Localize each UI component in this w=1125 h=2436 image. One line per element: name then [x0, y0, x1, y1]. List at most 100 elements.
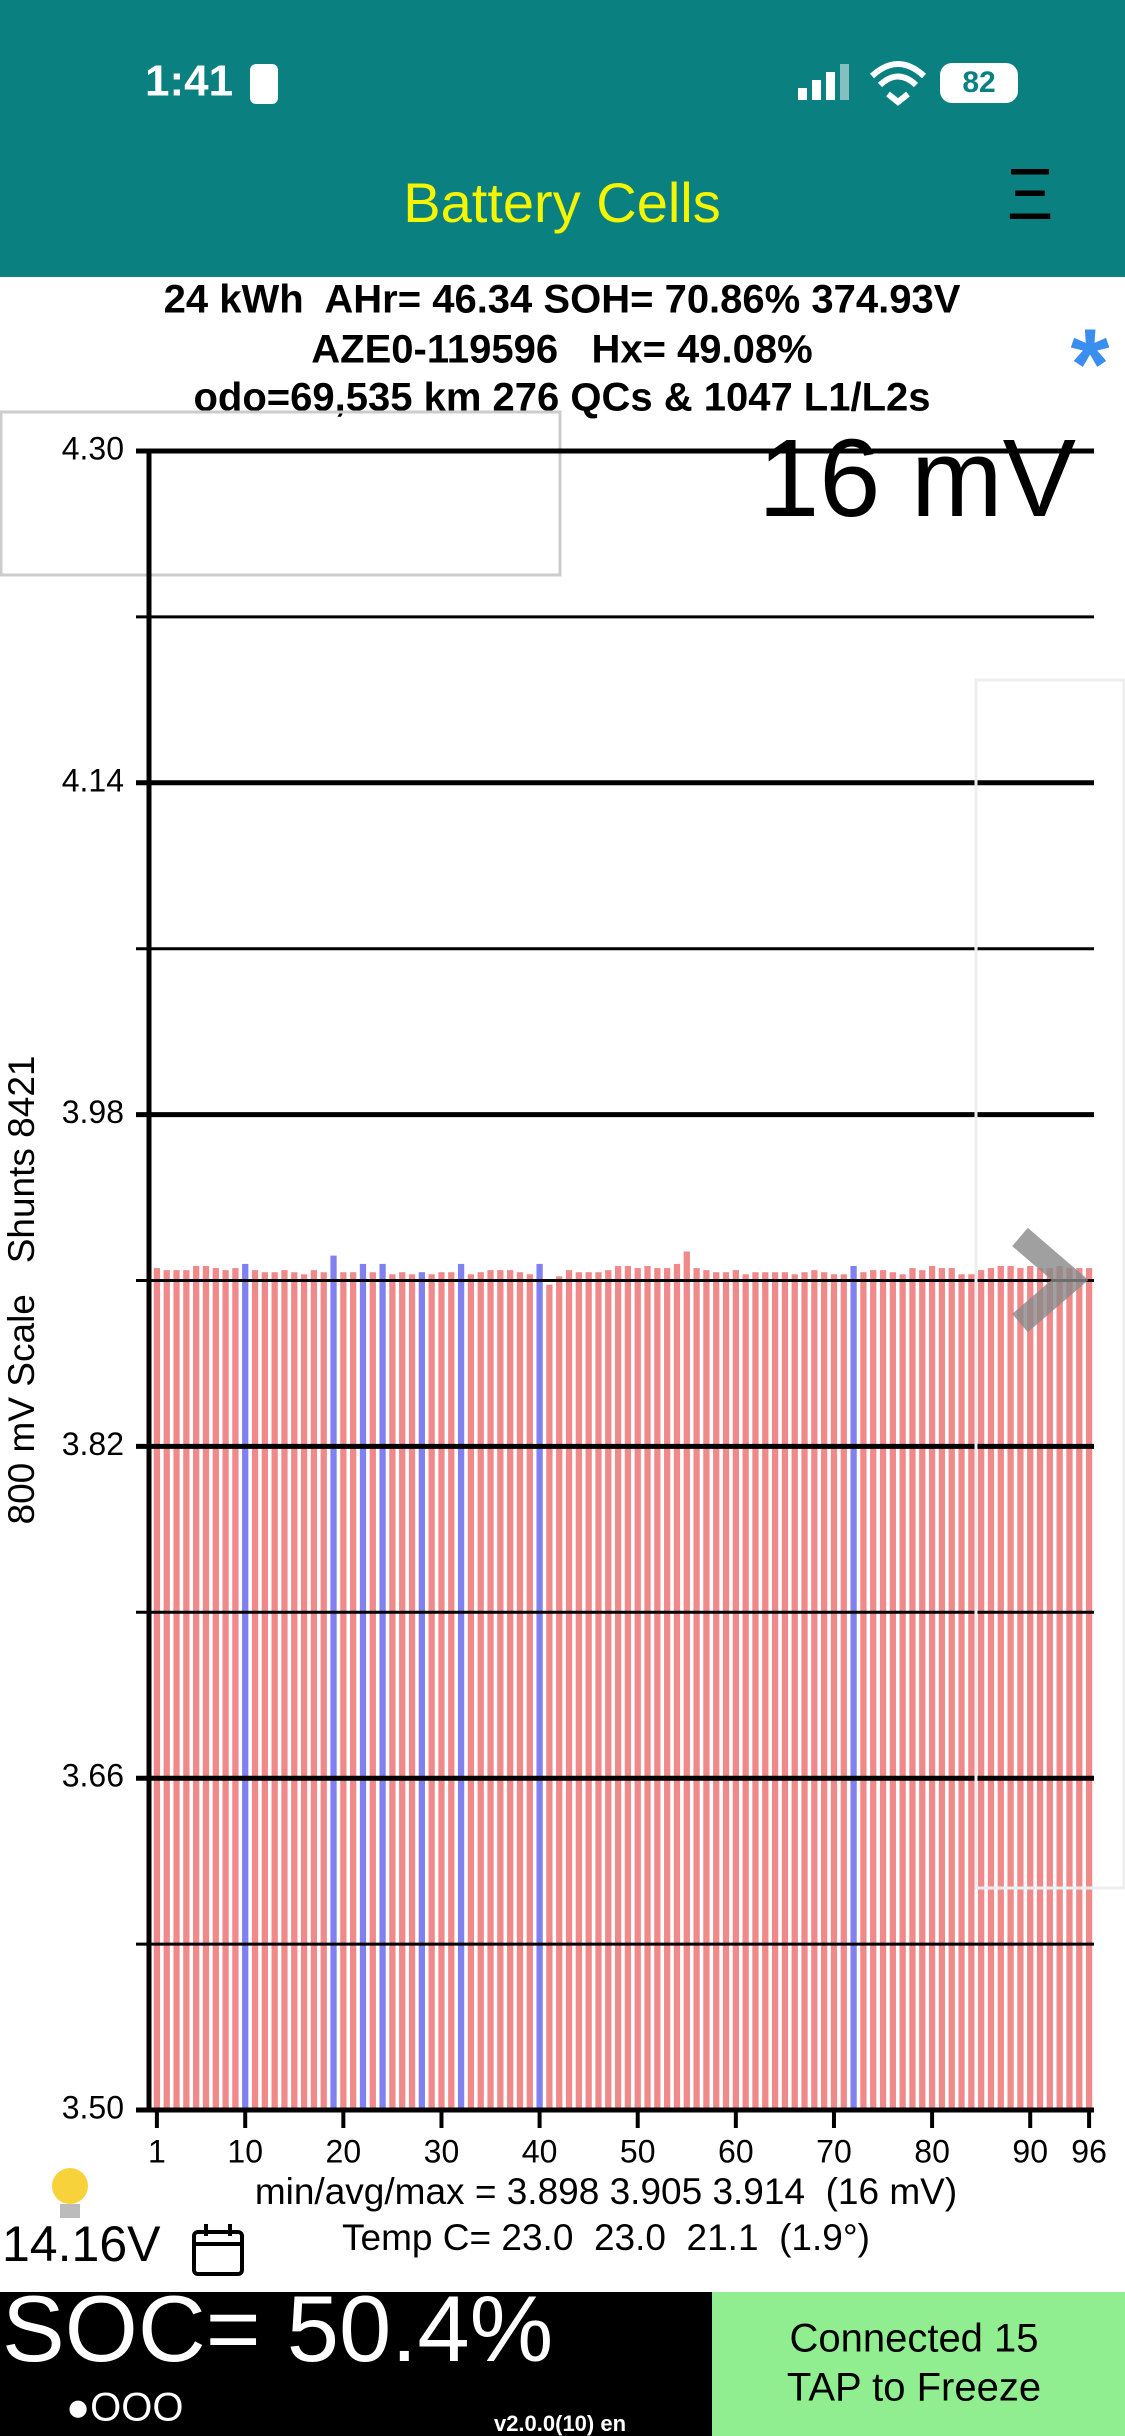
bulb-icon[interactable]	[52, 2168, 88, 2218]
y-axis-label: 800 mV Scale Shunts 8421	[1, 1056, 42, 1525]
bar	[703, 1270, 710, 2110]
side-panel	[974, 678, 1125, 1890]
app-header-bg	[0, 0, 1125, 277]
aux-voltage: 14.16V	[2, 2216, 161, 2272]
bar	[605, 1270, 612, 2110]
bar	[614, 1265, 622, 2110]
bar	[879, 1270, 887, 2110]
bar	[379, 1263, 386, 2110]
next-chevron[interactable]	[1012, 1227, 1089, 1333]
bar	[477, 1272, 484, 2110]
status-icon	[250, 64, 278, 104]
footer-bg	[0, 2292, 712, 2436]
bar	[261, 1272, 268, 2110]
bar	[193, 1265, 200, 2110]
calendar-icon[interactable]	[192, 2224, 244, 2276]
freeze-hint[interactable]: TAP to Freeze	[787, 2366, 1041, 2410]
bar	[870, 1270, 877, 2110]
menu-button[interactable]: Ξ	[1007, 155, 1054, 235]
x-tick-label: 60	[718, 2133, 754, 2169]
bar	[300, 1274, 308, 2110]
bar	[173, 1270, 180, 2110]
bar	[1085, 1268, 1093, 2110]
bar	[987, 1268, 995, 2110]
bar	[948, 1268, 955, 2110]
x-tick-label: 20	[326, 2133, 362, 2169]
bar	[526, 1274, 533, 2110]
bar	[507, 1270, 514, 2110]
version-label: v2.0.0(10) en	[494, 2411, 626, 2436]
bar	[251, 1270, 259, 2110]
bar	[919, 1270, 926, 2110]
bar	[271, 1272, 278, 2110]
bar	[762, 1272, 769, 2110]
x-tick-label: 1	[148, 2133, 166, 2169]
bar	[242, 1263, 249, 2110]
bar	[546, 1284, 553, 2110]
temp-stats: Temp C= 23.0 23.0 21.1 (1.9°)	[342, 2217, 870, 2258]
x-tick-label: 96	[1071, 2133, 1107, 2169]
wifi-icon	[869, 61, 927, 106]
y-tick-label: 4.14	[62, 762, 124, 798]
bar	[683, 1251, 690, 2110]
overlay-box	[0, 410, 562, 577]
bar	[487, 1270, 494, 2110]
freeze-button[interactable]	[712, 2292, 1125, 2436]
bar	[369, 1272, 376, 2110]
bar	[634, 1268, 641, 2110]
bar	[909, 1268, 916, 2110]
bar	[732, 1270, 739, 2110]
bar	[359, 1263, 367, 2110]
bar	[183, 1270, 190, 2110]
bar	[389, 1274, 396, 2110]
bar	[978, 1270, 985, 2110]
bar	[575, 1272, 582, 2110]
bar	[811, 1270, 818, 2110]
bar	[428, 1274, 435, 2110]
bar	[664, 1268, 671, 2110]
bar	[1017, 1268, 1024, 2110]
bar	[1076, 1268, 1083, 2110]
y-tick-label: 3.50	[62, 2089, 124, 2125]
bar	[771, 1272, 779, 2110]
bar	[850, 1265, 857, 2110]
bar	[408, 1274, 416, 2110]
x-tick-label: 30	[424, 2133, 460, 2169]
status-time: 1:41	[145, 57, 233, 106]
bar	[958, 1274, 965, 2110]
bar	[654, 1268, 661, 2110]
bar	[928, 1265, 936, 2110]
bar	[516, 1272, 524, 2110]
star-marker[interactable]: *	[1071, 308, 1110, 420]
y-tick-label: 3.66	[62, 1758, 124, 1794]
bar	[1056, 1265, 1063, 2110]
bar	[438, 1272, 445, 2110]
bar	[830, 1274, 838, 2110]
battery-level: 82	[962, 66, 995, 99]
bar	[791, 1274, 798, 2110]
y-tick-label: 3.82	[62, 1426, 124, 1462]
bar	[457, 1263, 465, 2110]
bar	[212, 1268, 219, 2110]
page-dots: ●OOO	[66, 2386, 184, 2430]
x-tick-label: 80	[914, 2133, 950, 2169]
bar	[291, 1272, 298, 2110]
x-tick-label: 10	[227, 2133, 263, 2169]
bar	[222, 1270, 229, 2110]
x-tick-label: 50	[620, 2133, 656, 2169]
bar	[330, 1255, 337, 2110]
bar	[1036, 1268, 1044, 2110]
soc-label: SOC= 50.4%	[2, 2276, 553, 2381]
bar	[350, 1272, 357, 2110]
bar	[320, 1272, 327, 2110]
battery-icon	[940, 63, 1018, 103]
bar	[556, 1276, 563, 2110]
bar	[232, 1268, 239, 2110]
summary-line: AZE0-119596 Hx= 49.08%	[311, 328, 812, 372]
bar	[644, 1265, 651, 2110]
bar	[673, 1263, 681, 2110]
bar	[938, 1268, 946, 2110]
bar	[399, 1272, 406, 2110]
